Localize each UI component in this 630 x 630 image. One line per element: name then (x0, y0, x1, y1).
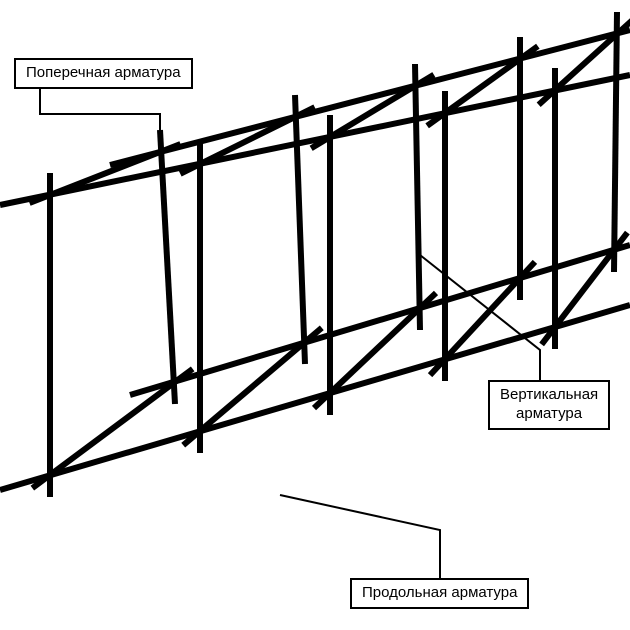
leader-0 (40, 80, 160, 140)
vertical-back-2 (415, 64, 420, 330)
vertical-back-4 (614, 12, 617, 272)
label-vertical-reinforcement: Вертикальная арматура (488, 380, 610, 430)
transverse-bottom-0 (32, 369, 192, 488)
label-transverse-reinforcement: Поперечная арматура (14, 58, 193, 89)
label-longitudinal-reinforcement: Продольная арматура (350, 578, 529, 609)
vertical-back-1 (295, 95, 305, 364)
transverse-bottom-1 (183, 328, 322, 445)
leader-2 (280, 495, 440, 578)
longitudinal-bar-0 (0, 75, 630, 205)
